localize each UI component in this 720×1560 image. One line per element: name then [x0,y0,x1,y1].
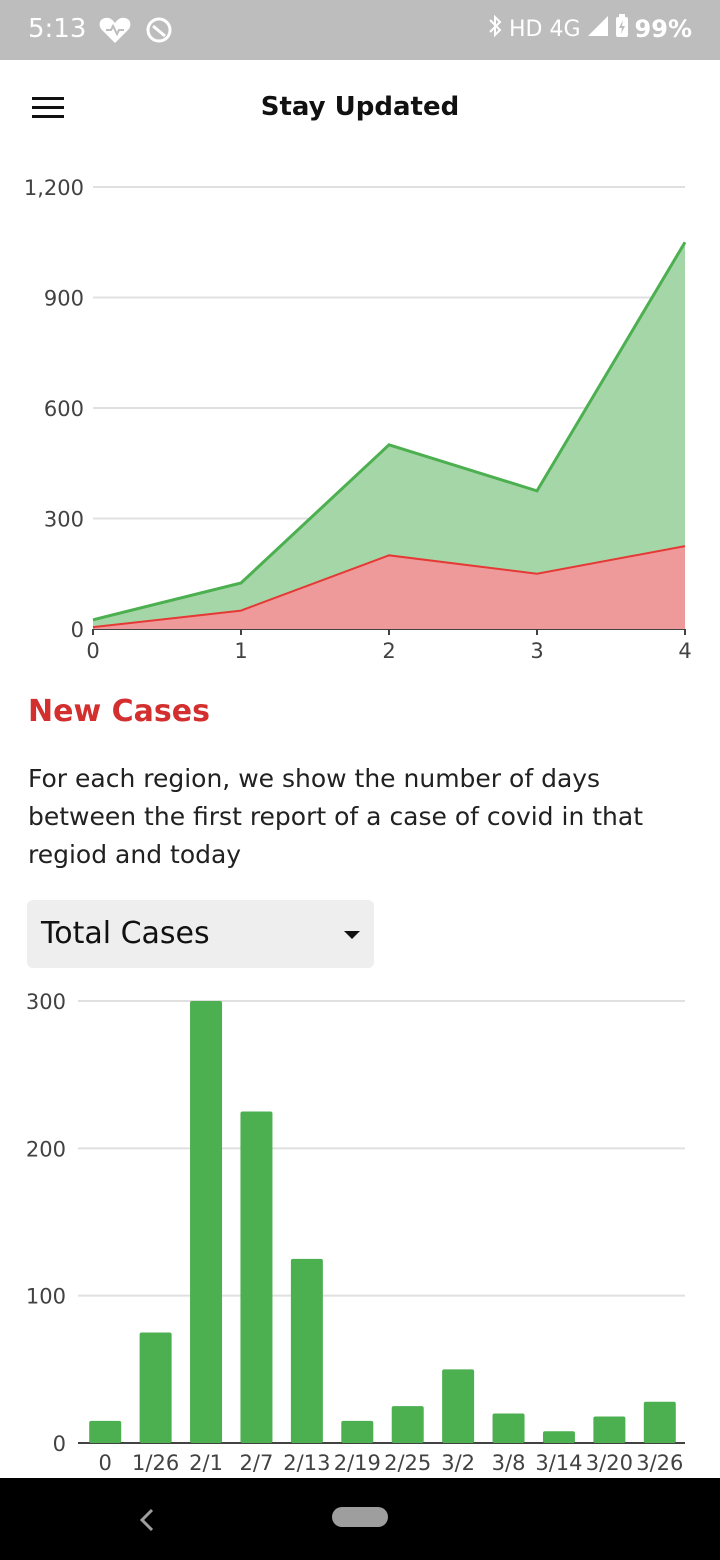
bar-2/7 [240,1111,273,1443]
battery-charging-icon [615,14,629,44]
bar-x-tick-label: 3/14 [535,1451,582,1475]
area-x-tick-label: 2 [382,639,395,663]
bar-0 [89,1420,122,1443]
bar-2/1 [190,1001,223,1443]
area-series-1-fill [93,242,685,629]
bar-x-tick-label: 2/1 [189,1451,223,1475]
area-y-tick-label: 600 [44,397,84,421]
new-cases-bar-chart: 300 200 100 0 0 1/26 2/1 2/7 2/13 2/19 2/25 3/2 3/8 3… [0,980,720,1478]
app-bar: Stay Updated [0,60,720,156]
battery-percentage: 99% [634,15,692,43]
bar-3/2 [442,1369,475,1443]
area-y-tick-label: 900 [44,287,84,311]
area-series-1-line [92,241,687,622]
back-icon[interactable] [132,1500,164,1540]
page-title: Stay Updated [260,92,460,122]
bar-y-tick-label: 200 [26,1137,66,1161]
home-pill-button[interactable] [332,1507,388,1527]
bar-x-tick-label: 1/26 [132,1451,179,1475]
bar-3/14 [542,1431,575,1443]
bar-2/19 [341,1420,374,1443]
status-bar: 5:13 HD 4G 99% [0,0,720,60]
bar-x-tick-label: 0 [99,1451,112,1475]
bar-x-tick-label: 3/8 [492,1451,526,1475]
system-navigation-bar [0,1478,720,1560]
section-description: For each region, we show the number of d… [28,764,644,869]
bar-2/13 [290,1258,323,1443]
status-time: 5:13 [28,14,87,44]
dropdown-arrow-icon [344,931,360,939]
sync-icon [144,14,174,51]
bar-3/8 [492,1413,525,1443]
network-type: HD 4G [509,16,581,42]
area-y-tick-label: 300 [44,508,84,532]
bar-y-tick-label: 100 [26,1285,66,1309]
status-indicators: HD 4G 99% [487,14,692,44]
heart-icon [98,14,132,51]
area-x-tick-label: 1 [234,639,247,663]
bar-3/20 [593,1416,626,1443]
bar-y-tick-label: 300 [26,990,66,1014]
area-x-tick-label: 4 [678,639,691,663]
bar-x-tick-label: 2/13 [283,1451,330,1475]
section-title: New Cases [28,694,210,729]
hamburger-menu-icon[interactable] [16,84,80,132]
bar-3/26 [643,1401,676,1443]
signal-icon [587,15,609,43]
bar-y-tick-label: 0 [53,1432,66,1456]
bar-x-tick-label: 3/20 [586,1451,633,1475]
area-x-tick-label: 3 [530,639,543,663]
bluetooth-icon [487,14,503,44]
cumulative-cases-area-chart: 1,200 900 600 300 0 0 1 2 3 4 [0,160,720,680]
area-y-tick-label: 0 [71,618,84,642]
area-y-tick-label: 1,200 [24,176,84,200]
area-series-2-fill [93,546,685,629]
bar-x-tick-label: 3/2 [441,1451,475,1475]
bar-1/26 [139,1332,172,1443]
bar-x-tick-label: 2/19 [334,1451,381,1475]
bar-x-tick-label: 2/25 [384,1451,431,1475]
metric-dropdown[interactable]: Total Cases [27,900,374,968]
bar-x-tick-label: 3/26 [636,1451,683,1475]
dropdown-selected-value: Total Cases [41,916,210,951]
bar-x-tick-label: 2/7 [240,1451,274,1475]
area-series-2-line [92,545,686,629]
area-x-tick-label: 0 [86,639,99,663]
bar-2/25 [391,1406,424,1443]
